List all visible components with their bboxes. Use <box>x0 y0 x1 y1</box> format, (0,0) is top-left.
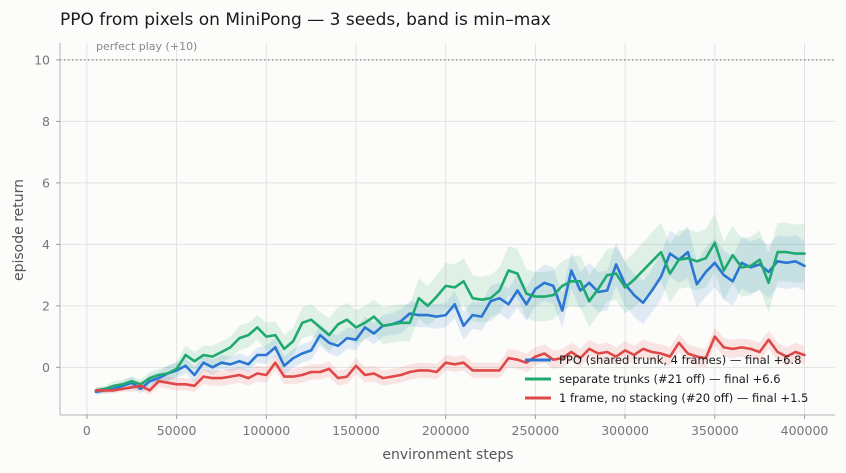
y-tick-label: 0 <box>42 360 50 375</box>
x-tick-label: 300000 <box>601 423 649 438</box>
y-tick-label: 10 <box>34 52 50 67</box>
series-line-1 <box>94 241 806 392</box>
reference-line-label: perfect play (+10) <box>96 40 197 53</box>
x-tick-label: 0 <box>83 423 91 438</box>
y-tick-label: 6 <box>42 175 50 190</box>
series-line-0 <box>94 250 806 394</box>
series-line-2 <box>94 335 806 392</box>
x-tick-label: 150000 <box>332 423 380 438</box>
legend: PPO (shared trunk, 4 frames) — final +6.… <box>525 353 808 405</box>
chart-title: PPO from pixels on MiniPong — 3 seeds, b… <box>60 10 551 30</box>
reference-line: perfect play (+10) <box>60 40 835 61</box>
x-axis-ticks: 0 50000 100000 150000 200000 250000 300000 3500… <box>83 415 828 438</box>
y-tick-label: 4 <box>42 237 50 252</box>
plot-frame <box>59 43 835 416</box>
series-lines <box>94 241 806 394</box>
x-tick-label: 350000 <box>691 423 739 438</box>
y-tick-label: 8 <box>42 114 50 129</box>
legend-label-1: separate trunks (#21 off) — final +6.6 <box>559 372 781 386</box>
grid <box>60 43 835 415</box>
x-tick-label: 200000 <box>422 423 470 438</box>
y-tick-label: 2 <box>42 298 50 313</box>
legend-label-2: 1 frame, no stacking (#20 off) — final +… <box>559 391 808 405</box>
x-axis-label: environment steps <box>382 447 513 463</box>
x-tick-label: 400000 <box>781 423 829 438</box>
x-tick-label: 50000 <box>157 423 197 438</box>
y-axis-label: episode return <box>11 179 27 281</box>
y-axis-ticks: 0 2 4 6 8 10 <box>34 52 60 375</box>
x-tick-label: 250000 <box>512 423 560 438</box>
x-tick-label: 100000 <box>242 423 290 438</box>
legend-label-0: PPO (shared trunk, 4 frames) — final +6.… <box>559 353 801 367</box>
series-band-2 <box>95 327 805 395</box>
